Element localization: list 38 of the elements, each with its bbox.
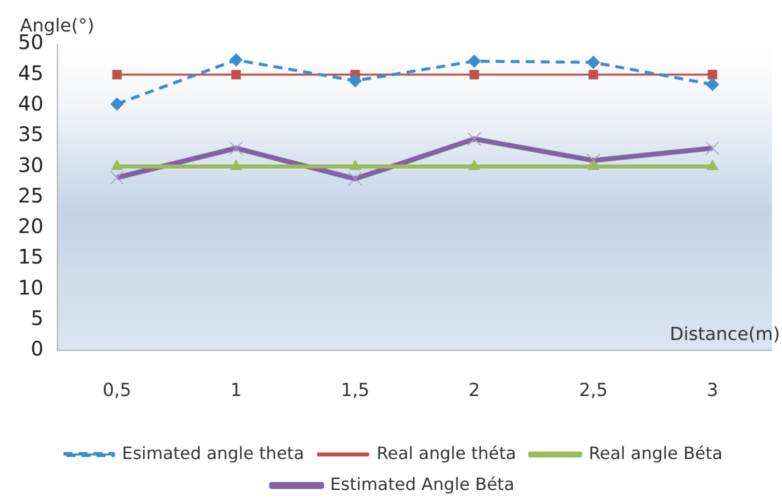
point — [230, 160, 242, 170]
point — [468, 54, 481, 68]
point — [708, 70, 718, 80]
x-tick-label: 2,5 — [579, 380, 608, 401]
point — [588, 160, 600, 170]
legend-label: Real angle théta — [376, 444, 516, 464]
point — [586, 56, 600, 69]
y-tick-label: 40 — [18, 91, 44, 116]
point — [706, 160, 718, 170]
x-tick-label: 2 — [468, 380, 480, 401]
point — [468, 160, 480, 170]
point — [110, 98, 124, 111]
point — [231, 70, 241, 80]
point — [349, 160, 361, 170]
y-tick-label: 0 — [30, 336, 44, 361]
legend-label: Esimated angle theta — [122, 444, 304, 464]
point — [111, 160, 123, 170]
x-axis-title: Distance(m) — [670, 324, 780, 346]
y-tick-label: 45 — [18, 60, 44, 85]
y-tick-label: 30 — [18, 152, 44, 177]
point — [112, 70, 122, 80]
legend-label: Estimated Angle Béta — [330, 474, 514, 495]
y-tick-label: 35 — [18, 122, 44, 146]
y-tick-label: 10 — [18, 275, 44, 300]
point — [348, 74, 362, 88]
legend-label: Real angle Béta — [588, 444, 723, 464]
point — [470, 70, 480, 80]
y-tick-label: 20 — [18, 214, 44, 238]
x-tick-label: 0,5 — [102, 380, 132, 401]
x-tick-label: 1,5 — [340, 380, 370, 401]
y-tick-label: 25 — [18, 183, 44, 208]
point — [706, 78, 719, 91]
x-tick-label: 3 — [706, 380, 718, 401]
y-tick-label: 5 — [30, 306, 44, 330]
y-tick-label: 15 — [18, 244, 44, 269]
x-tick-label: 1 — [230, 380, 242, 401]
point — [588, 70, 598, 80]
point — [230, 53, 243, 66]
